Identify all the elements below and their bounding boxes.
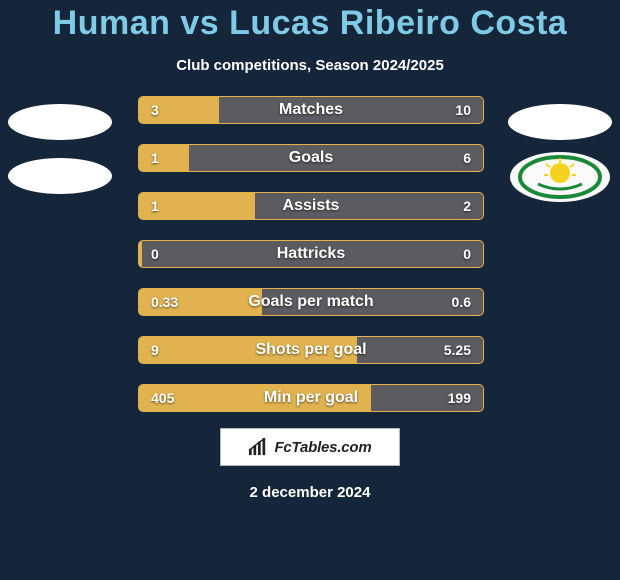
brand-text: FcTables.com [274, 439, 371, 456]
stat-label: Matches [139, 97, 483, 123]
stat-bar: 0.330.6Goals per match [138, 288, 484, 316]
chart-icon [248, 438, 268, 456]
player2-logo-2 [508, 150, 612, 202]
page-title: Human vs Lucas Ribeiro Costa [53, 4, 568, 43]
stats-panel: 310Matches 16Goals 12Assists 00Hattricks 0.3… [0, 96, 620, 406]
page-subtitle: Club competitions, Season 2024/2025 [176, 57, 444, 74]
stat-bar: 95.25Shots per goal [138, 336, 484, 364]
stat-bar: 310Matches [138, 96, 484, 124]
club-badge-icon [508, 150, 612, 204]
stat-bar: 00Hattricks [138, 240, 484, 268]
player1-logo-1 [8, 96, 112, 148]
comparison-infographic: Human vs Lucas Ribeiro Costa Club compet… [0, 0, 620, 580]
stat-label: Goals per match [139, 289, 483, 315]
stat-label: Hattricks [139, 241, 483, 267]
brand-badge: FcTables.com [220, 428, 400, 466]
stat-bar: 16Goals [138, 144, 484, 172]
ellipse-icon [8, 104, 112, 140]
stat-label: Goals [139, 145, 483, 171]
stat-label: Min per goal [139, 385, 483, 411]
stat-bar: 405199Min per goal [138, 384, 484, 412]
ellipse-icon [8, 158, 112, 194]
stat-label: Shots per goal [139, 337, 483, 363]
player2-logo-1 [508, 96, 612, 148]
player1-logo-2 [8, 150, 112, 202]
date-label: 2 december 2024 [250, 484, 371, 501]
stat-bar: 12Assists [138, 192, 484, 220]
stat-label: Assists [139, 193, 483, 219]
ellipse-icon [508, 104, 612, 140]
stat-bars: 310Matches 16Goals 12Assists 00Hattricks 0.3… [138, 96, 482, 412]
